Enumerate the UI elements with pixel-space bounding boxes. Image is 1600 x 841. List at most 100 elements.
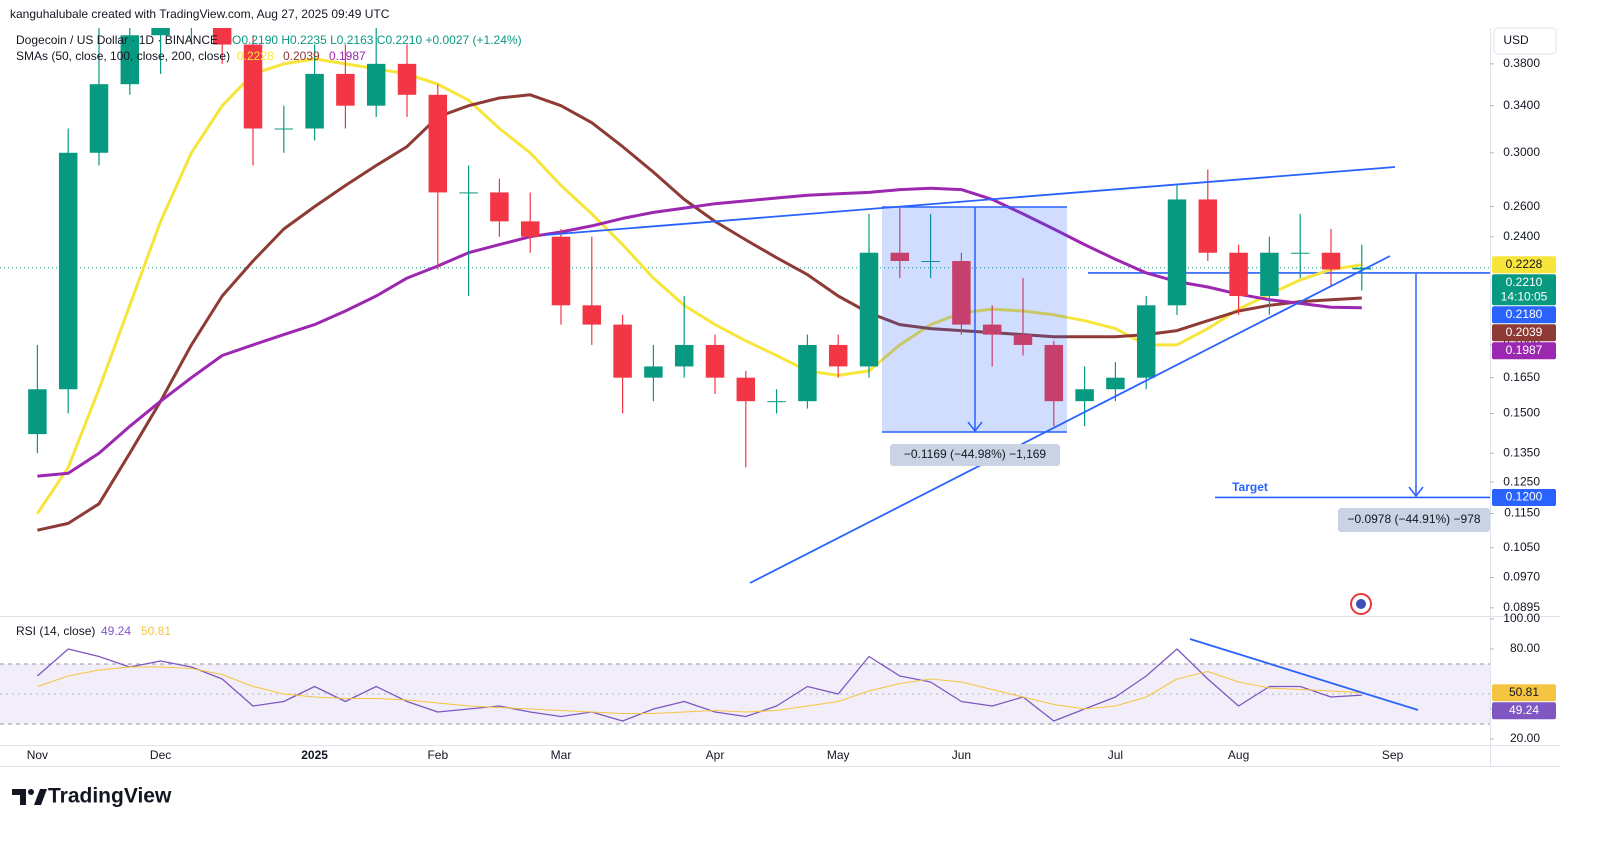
- series-line: [37, 186, 1362, 478]
- currency-button[interactable]: [1493, 27, 1557, 55]
- measure-label: −0.0978 (−44.91%) −978: [1347, 512, 1480, 526]
- x-tick-label: Mar: [551, 748, 572, 762]
- countdown: 14:10:05: [1501, 289, 1548, 303]
- candle-body: [1260, 252, 1279, 297]
- candle-body: [120, 35, 140, 85]
- y-tick-label: 0.2600: [1503, 199, 1540, 213]
- y-tick-label: 0.1050: [1503, 540, 1540, 554]
- candle-body: [428, 94, 448, 193]
- axis-price-label-text: 0.2210: [1506, 275, 1543, 289]
- event-icon-center: [1356, 599, 1366, 609]
- candle-body: [767, 401, 786, 403]
- legend-value: 0.2039: [283, 49, 320, 63]
- legend-value: 0.1987: [329, 49, 366, 63]
- logo-part: [34, 789, 47, 805]
- candle-body: [921, 260, 940, 262]
- candle-body: [89, 84, 109, 153]
- upper-trendline: [544, 166, 1396, 236]
- candle-body: [674, 344, 694, 367]
- candle-body: [890, 252, 910, 261]
- candle-body: [58, 152, 78, 390]
- target-label: Target: [1232, 480, 1268, 494]
- candle-body: [644, 366, 663, 378]
- axis-price-label: [1492, 684, 1556, 702]
- axis-price-label-text: 50.81: [1509, 685, 1539, 699]
- candle-body: [274, 128, 294, 130]
- candle-body: [982, 324, 1002, 335]
- credit: kanguhalubale created with TradingView.c…: [10, 7, 390, 21]
- candle-body: [520, 221, 540, 237]
- x-tick-label: May: [827, 748, 850, 762]
- logo-part: [28, 789, 34, 795]
- axis-price-label-text: 0.2228: [1506, 257, 1543, 271]
- y-tick-label: 80.00: [1510, 641, 1540, 655]
- x-tick-label: Sep: [1382, 748, 1404, 762]
- axis-price-label-text: 0.2180: [1506, 307, 1543, 321]
- y-tick-label: 0.0970: [1503, 570, 1540, 584]
- candle-body: [613, 324, 632, 378]
- y-tick-label: 0.3800: [1503, 56, 1540, 70]
- logo-part: [12, 789, 26, 805]
- candle-body: [28, 389, 47, 435]
- y-tick-label: 0.1500: [1503, 406, 1540, 420]
- x-tick-label: Jul: [1108, 748, 1123, 762]
- candle-body: [1290, 252, 1310, 254]
- axis-price-label: [1492, 488, 1556, 506]
- axis-price-label: [1492, 306, 1556, 324]
- x-tick-label: 2025: [301, 748, 328, 762]
- candle-body: [366, 63, 386, 106]
- axis-price-label-text: 0.1200: [1506, 490, 1543, 504]
- legend-value: 50.81: [141, 624, 171, 638]
- x-tick-label: Jun: [952, 748, 971, 762]
- axis-price-label: [1492, 702, 1556, 720]
- measure-label: −0.1169 (−44.98%) −1,169: [904, 447, 1047, 461]
- x-tick-label: Feb: [427, 748, 448, 762]
- brand-logo: [12, 789, 47, 805]
- candle-body: [736, 377, 756, 402]
- rsi-trendline: [1189, 638, 1419, 711]
- candle-body: [336, 73, 355, 106]
- axis-price-label: [1492, 274, 1556, 306]
- y-tick-label: 0.1650: [1503, 370, 1540, 384]
- lower-trendline: [749, 255, 1391, 584]
- candle-body: [459, 192, 478, 194]
- candle-body: [828, 344, 848, 367]
- candle-body: [1229, 252, 1248, 297]
- candle-body: [705, 344, 725, 378]
- sma-legend: SMAs (50, close, 100, close, 200, close): [16, 49, 230, 63]
- axis-price-label: [1492, 256, 1556, 274]
- y-tick-label: 0.2400: [1503, 229, 1540, 243]
- candle-body: [1321, 252, 1341, 270]
- y-tick-label: 20.00: [1510, 731, 1540, 745]
- target-arrowhead: [1408, 486, 1424, 498]
- candle-body: [151, 28, 170, 36]
- y-tick-label: 100.00: [1503, 611, 1540, 625]
- axis-price-label: [1492, 342, 1556, 360]
- legend-value: 49.24: [101, 624, 131, 638]
- rsi-legend: RSI (14, close): [16, 624, 95, 638]
- axis-price-label: [1492, 324, 1556, 342]
- axis-price-label-text: 49.24: [1509, 703, 1539, 717]
- axis-price-label-text: 0.2039: [1506, 325, 1543, 339]
- candle-body: [1167, 199, 1187, 306]
- ohlc: O0.2190 H0.2235 L0.2163 C0.2210 +0.0027 …: [232, 33, 522, 47]
- candle-body: [1106, 377, 1125, 390]
- candle-body: [952, 260, 971, 325]
- axis-price-label-text: 0.1987: [1506, 343, 1543, 357]
- candle-body: [1013, 334, 1033, 345]
- drawings: −0.1169 (−44.98%) −1,169 Target −0.0978 …: [544, 166, 1490, 711]
- x-tick-label: Dec: [150, 748, 171, 762]
- candle-body: [1075, 389, 1094, 402]
- candle-body: [1136, 305, 1156, 378]
- x-tick-label: Nov: [27, 748, 48, 762]
- currency: USD: [1503, 33, 1529, 47]
- measure-label-box: [1338, 508, 1490, 532]
- candle-body: [1352, 267, 1372, 270]
- candle-body: [582, 305, 602, 325]
- y-tick-label: 0.3400: [1503, 98, 1540, 112]
- brand: TradingView: [48, 785, 172, 808]
- candle-body: [551, 236, 571, 306]
